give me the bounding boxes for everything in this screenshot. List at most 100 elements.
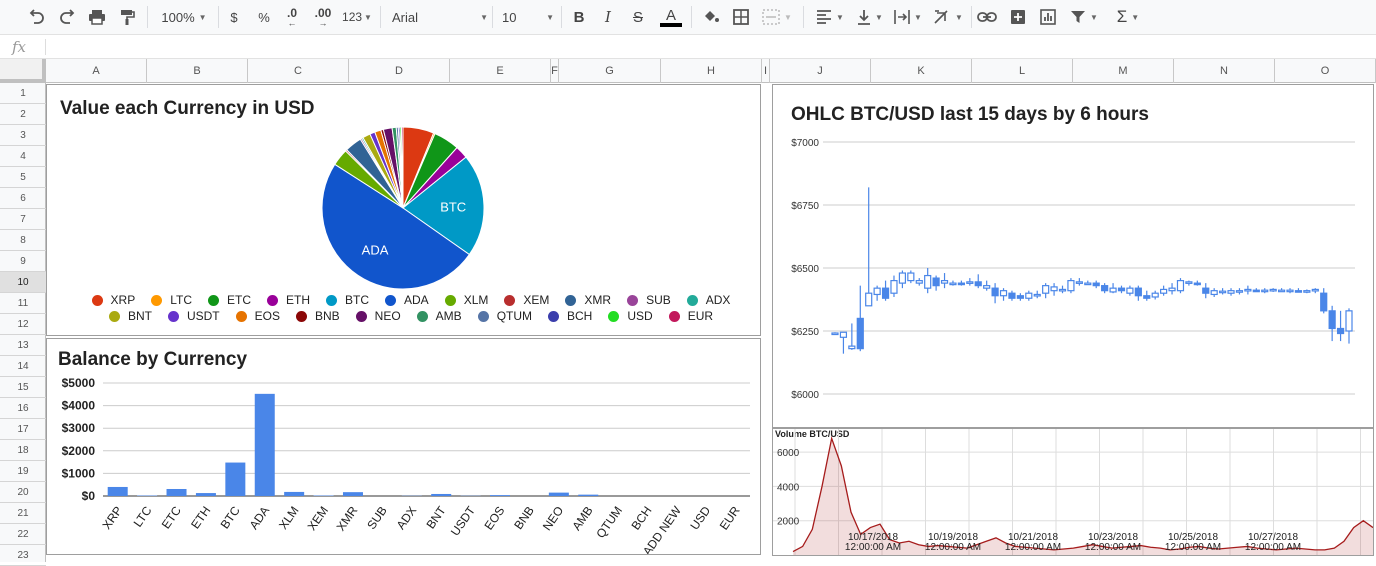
fill-color-button[interactable] (700, 5, 722, 29)
pie-legend-item[interactable]: BCH (548, 309, 592, 323)
text-rotation-button[interactable]: ▼ (930, 5, 966, 29)
pie-legend-item[interactable]: EUR (669, 309, 713, 323)
format-currency-button[interactable]: $ (224, 5, 244, 29)
insert-chart-button[interactable] (1037, 5, 1059, 29)
candle-body (1194, 283, 1200, 285)
column-header[interactable]: J (770, 59, 871, 83)
pie-legend-item[interactable]: AMB (417, 309, 462, 323)
italic-button[interactable]: I (598, 5, 618, 29)
bar-x-tick-label: ADA (247, 504, 273, 532)
pie-legend-item[interactable]: ADA (385, 293, 429, 307)
row-header[interactable]: 20 (0, 482, 46, 503)
pie-legend-item[interactable]: BTC (326, 293, 369, 307)
row-header[interactable]: 8 (0, 230, 46, 251)
row-header[interactable]: 18 (0, 440, 46, 461)
increase-decimal-button[interactable]: .00→ (310, 5, 336, 29)
candlestick-chart[interactable]: OHLC BTC/USD last 15 days by 6 hours $60… (772, 84, 1374, 428)
filter-button[interactable]: ▼ (1066, 5, 1102, 29)
pie-legend-item[interactable]: XEM (504, 293, 549, 307)
decrease-decimal-button[interactable]: .0← (281, 5, 303, 29)
functions-button[interactable]: Σ▼ (1110, 5, 1146, 29)
font-size-select[interactable]: 10▼ (502, 5, 554, 29)
pie-legend-item[interactable]: EOS (236, 309, 280, 323)
column-header[interactable]: D (349, 59, 450, 83)
pie-legend-item[interactable]: XMR (565, 293, 611, 307)
volume-y-tick-label: 2000 (777, 517, 800, 528)
column-header[interactable]: L (972, 59, 1073, 83)
column-header[interactable]: N (1174, 59, 1275, 83)
row-header[interactable]: 22 (0, 524, 46, 545)
select-all-corner[interactable] (0, 59, 46, 83)
pie-legend-item[interactable]: QTUM (478, 309, 532, 323)
row-header[interactable]: 16 (0, 398, 46, 419)
row-header[interactable]: 5 (0, 167, 46, 188)
column-header[interactable]: C (248, 59, 349, 83)
row-header[interactable]: 2 (0, 104, 46, 125)
borders-button[interactable] (730, 5, 752, 29)
candle-body (1236, 291, 1242, 293)
pie-legend-item[interactable]: BNB (296, 309, 340, 323)
redo-button[interactable] (56, 5, 78, 29)
row-header[interactable]: 23 (0, 545, 46, 566)
row-header[interactable]: 6 (0, 188, 46, 209)
pie-legend-item[interactable]: XRP (92, 293, 136, 307)
row-header[interactable]: 19 (0, 461, 46, 482)
bar-chart[interactable]: Balance by Currency $0$1000$2000$3000$40… (46, 338, 761, 555)
column-header[interactable]: G (559, 59, 661, 83)
pie-legend-item[interactable]: XLM (445, 293, 489, 307)
pie-legend-item[interactable]: ADX (687, 293, 731, 307)
pie-legend-item[interactable]: NEO (356, 309, 401, 323)
row-header[interactable]: 14 (0, 356, 46, 377)
horizontal-align-button[interactable]: ▼ (812, 5, 848, 29)
pie-legend-item[interactable]: BNT (109, 309, 152, 323)
pie-legend-item[interactable]: USD (608, 309, 652, 323)
bold-button[interactable]: B (569, 5, 589, 29)
text-color-button[interactable]: A (658, 5, 684, 29)
merge-cells-button[interactable]: ▼ (760, 5, 794, 29)
formula-input[interactable] (54, 35, 1364, 58)
paint-format-button[interactable] (116, 5, 138, 29)
insert-link-button[interactable] (976, 5, 998, 29)
more-formats-button[interactable]: 123▼ (340, 5, 374, 29)
column-header[interactable]: I (762, 59, 770, 83)
row-header[interactable]: 3 (0, 125, 46, 146)
column-header[interactable]: E (450, 59, 551, 83)
row-header[interactable]: 9 (0, 251, 46, 272)
print-button[interactable] (86, 5, 108, 29)
zoom-select[interactable]: 100%▼ (156, 5, 212, 29)
vertical-align-button[interactable]: ▼ (852, 5, 888, 29)
row-header[interactable]: 11 (0, 293, 46, 314)
text-wrapping-button[interactable]: ▼ (890, 5, 926, 29)
strikethrough-button[interactable]: S (628, 5, 648, 29)
column-header[interactable]: H (661, 59, 762, 83)
candle-body (992, 288, 998, 296)
legend-label: ADA (404, 293, 429, 307)
column-header[interactable]: O (1275, 59, 1376, 83)
pie-legend-item[interactable]: LTC (151, 293, 192, 307)
row-header[interactable]: 12 (0, 314, 46, 335)
column-header[interactable]: A (46, 59, 147, 83)
column-header[interactable]: K (871, 59, 972, 83)
pie-legend-item[interactable]: SUB (627, 293, 671, 307)
pie-legend-item[interactable]: ETH (267, 293, 310, 307)
row-header[interactable]: 10 (0, 272, 46, 293)
row-header[interactable]: 13 (0, 335, 46, 356)
format-percent-button[interactable]: % (254, 5, 274, 29)
row-header[interactable]: 21 (0, 503, 46, 524)
pie-legend-item[interactable]: ETC (208, 293, 251, 307)
column-header[interactable]: M (1073, 59, 1174, 83)
column-header[interactable]: B (147, 59, 248, 83)
row-header[interactable]: 4 (0, 146, 46, 167)
row-header[interactable]: 15 (0, 377, 46, 398)
row-header[interactable]: 1 (0, 83, 46, 104)
toolbar-divider (691, 6, 692, 28)
insert-comment-button[interactable] (1007, 5, 1029, 29)
column-header[interactable]: F (551, 59, 559, 83)
row-header[interactable]: 17 (0, 419, 46, 440)
pie-legend-item[interactable]: USDT (168, 309, 220, 323)
undo-button[interactable] (26, 5, 48, 29)
row-header[interactable]: 7 (0, 209, 46, 230)
font-family-select[interactable]: Arial▼ (392, 5, 488, 29)
